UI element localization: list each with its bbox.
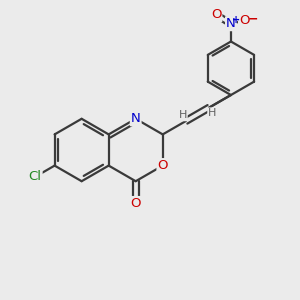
Text: O: O [158, 159, 168, 172]
Text: N: N [131, 112, 141, 125]
Text: O: O [130, 197, 141, 210]
Text: Cl: Cl [28, 169, 42, 182]
Text: −: − [248, 13, 258, 26]
Text: H: H [208, 108, 217, 118]
Text: H: H [178, 110, 187, 120]
Text: O: O [239, 14, 250, 27]
Text: N: N [226, 17, 236, 30]
Text: O: O [211, 8, 221, 21]
Text: +: + [232, 15, 240, 25]
